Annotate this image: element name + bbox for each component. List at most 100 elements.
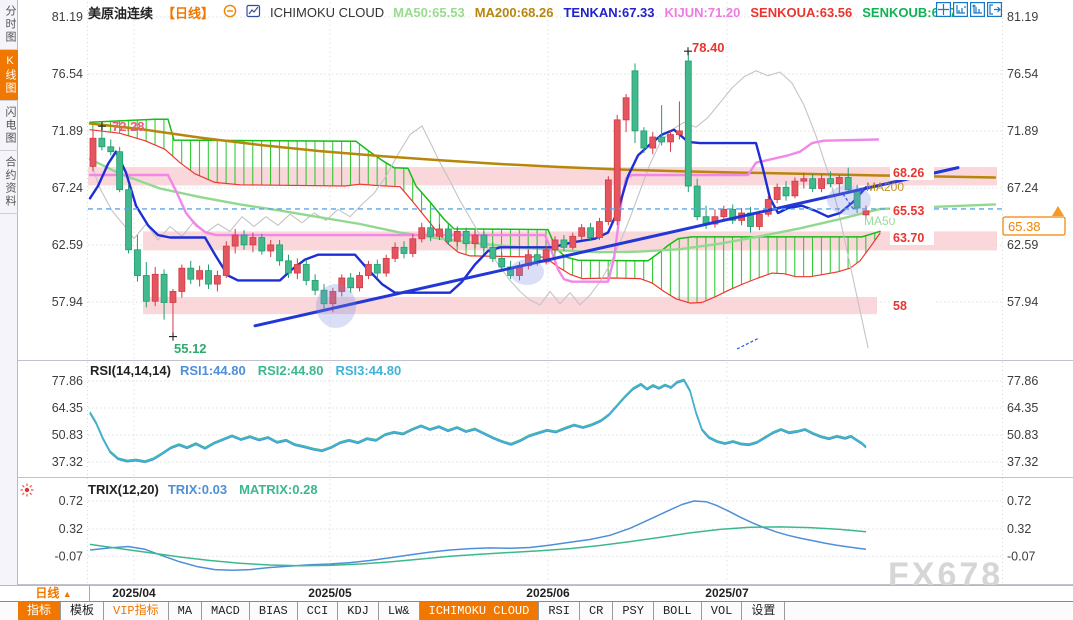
extreme-cross-marker xyxy=(684,47,692,56)
tenkan-line xyxy=(88,128,868,294)
exit-icon[interactable] xyxy=(987,2,1003,18)
axis-tick-right: 81.19 xyxy=(1007,10,1038,24)
current-price-box xyxy=(1002,216,1066,236)
tab-boll[interactable]: BOLL xyxy=(654,602,702,620)
chart-canvas[interactable]: 72.28 55.12 78.40 MA200 MA50 68.26 65.53 63.70 5… xyxy=(0,0,1073,585)
tab-templates[interactable]: 模板 xyxy=(61,602,105,620)
level-label: 63.70 xyxy=(893,231,924,245)
axis-tick-right: 71.89 xyxy=(1007,124,1038,138)
axis-tick-left: 50.83 xyxy=(52,428,83,442)
ma200-line xyxy=(88,122,997,179)
highlight-ellipse xyxy=(316,284,356,328)
date-label: 2025/06 xyxy=(526,586,570,600)
axis-tick-left: 37.32 xyxy=(52,455,83,469)
tab-vol[interactable]: VOL xyxy=(702,602,743,620)
level-label: 58 xyxy=(893,299,907,313)
indicator-settings-sun-icon[interactable] xyxy=(20,483,34,502)
extreme-cross-marker xyxy=(98,122,106,131)
level-label: 65.53 xyxy=(893,204,924,218)
tab-vip-indicators[interactable]: VIP指标 xyxy=(104,602,169,620)
trix-line-matrix xyxy=(89,526,867,567)
tab-ichimoku-cloud[interactable]: ICHIMOKU CLOUD xyxy=(419,602,540,620)
pan-icon[interactable] xyxy=(936,2,952,18)
period-button[interactable]: 日线 ▲ xyxy=(18,586,90,602)
ma-float-label: MA50 xyxy=(864,214,896,228)
rsi-plot xyxy=(89,378,867,464)
sidebar-item-flash-chart[interactable]: 闪电图 xyxy=(0,101,18,151)
date-label: 2025/04 xyxy=(112,586,156,600)
gridlines xyxy=(87,2,1003,583)
date-label: 2025/05 xyxy=(308,586,352,600)
senkou-a-line xyxy=(89,129,881,304)
axis-tick-left: 0.32 xyxy=(59,522,83,536)
tab-cr[interactable]: CR xyxy=(580,602,614,620)
extreme-cross-marker xyxy=(169,332,177,341)
axis-tick-right: 62.59 xyxy=(1007,238,1038,252)
tab-ma[interactable]: MA xyxy=(169,602,203,620)
trix-plot xyxy=(89,500,867,572)
sidebar-item-time-chart[interactable]: 分时图 xyxy=(0,0,18,50)
sidebar-item-contract-info[interactable]: 合约资料 xyxy=(0,151,18,214)
tab-cci[interactable]: CCI xyxy=(298,602,339,620)
legend-toggle-icon[interactable] xyxy=(223,4,237,21)
annotation-arrow xyxy=(736,337,760,350)
axis-tick-right: -0.07 xyxy=(1007,549,1036,563)
highlight-ellipse xyxy=(827,185,871,215)
price-annotation: 72.28 xyxy=(112,119,145,134)
current-price-arrow-icon xyxy=(1052,206,1064,216)
axis-tick-left: 77.86 xyxy=(52,374,83,388)
axis-tick-right: 67.24 xyxy=(1007,181,1038,195)
tab-kdj[interactable]: KDJ xyxy=(338,602,379,620)
axis-tick-right: 0.72 xyxy=(1007,494,1031,508)
sidebar-item-kline-chart[interactable]: K线图 xyxy=(0,50,18,101)
axis-tick-left: -0.07 xyxy=(55,549,84,563)
tab-indicators[interactable]: 指标 xyxy=(18,602,62,620)
candles xyxy=(89,51,870,337)
tab-lw[interactable]: LW& xyxy=(379,602,420,620)
timeline: 日线 ▲ 2025/04 2025/05 2025/06 2025/07 xyxy=(0,585,1073,602)
axis-tick-right: 76.54 xyxy=(1007,67,1038,81)
rsi-line-rsi2 xyxy=(89,378,867,462)
indicator-toolbar: 指标 模板 VIP指标 MA MACD BIAS CCI KDJ LW& ICHIMOKU CLO… xyxy=(0,601,1073,620)
rsi-line-rsi3 xyxy=(89,379,867,463)
tab-rsi[interactable]: RSI xyxy=(539,602,580,620)
sidebar: 分时图 K线图 闪电图 合约资料 xyxy=(0,0,18,585)
axis-tick-left: 57.94 xyxy=(52,295,83,309)
scale-axis-icon[interactable] xyxy=(953,2,969,18)
highlight-ellipse xyxy=(510,259,544,285)
axis-tick-right: 0.32 xyxy=(1007,522,1031,536)
date-label: 2025/07 xyxy=(705,586,749,600)
tab-psy[interactable]: PSY xyxy=(613,602,654,620)
chikou-line xyxy=(89,70,869,349)
tab-macd[interactable]: MACD xyxy=(202,602,250,620)
trendline[interactable] xyxy=(253,166,960,328)
ma50-line xyxy=(88,157,997,254)
window-toolbar xyxy=(936,2,1003,18)
axis-tick-left: 0.72 xyxy=(59,494,83,508)
level-label: 68.26 xyxy=(893,166,924,180)
axis-tick-left: 67.24 xyxy=(52,181,83,195)
axis-tick-right: 37.32 xyxy=(1007,455,1038,469)
tab-bias[interactable]: BIAS xyxy=(250,602,298,620)
rsi-line-rsi1 xyxy=(89,380,867,464)
ma-float-label: MA200 xyxy=(866,180,904,194)
annotation-arrow xyxy=(842,193,855,211)
axis-tick-right: 64.35 xyxy=(1007,401,1038,415)
axis-tick-left: 76.54 xyxy=(52,67,83,81)
price-annotation: 78.40 xyxy=(692,40,725,55)
axis-tick-right: 77.86 xyxy=(1007,374,1038,388)
axis-tick-right: 57.94 xyxy=(1007,295,1038,309)
axis-tick-left: 64.35 xyxy=(52,401,83,415)
senkou-b-line xyxy=(89,118,881,262)
ichimoku-cloud xyxy=(88,70,997,349)
tab-settings[interactable]: 设置 xyxy=(742,602,786,620)
current-price-value: 65.38 xyxy=(1008,219,1041,234)
kijun-line xyxy=(88,138,880,283)
trix-line-trix xyxy=(89,500,867,572)
scale-left-axis-icon[interactable] xyxy=(970,2,986,18)
price-annotation: 55.12 xyxy=(174,341,207,356)
axis-tick-left: 71.89 xyxy=(52,124,83,138)
axis-tick-left: 81.19 xyxy=(52,10,83,24)
axis-tick-left: 62.59 xyxy=(52,238,83,252)
axis-tick-right: 50.83 xyxy=(1007,428,1038,442)
